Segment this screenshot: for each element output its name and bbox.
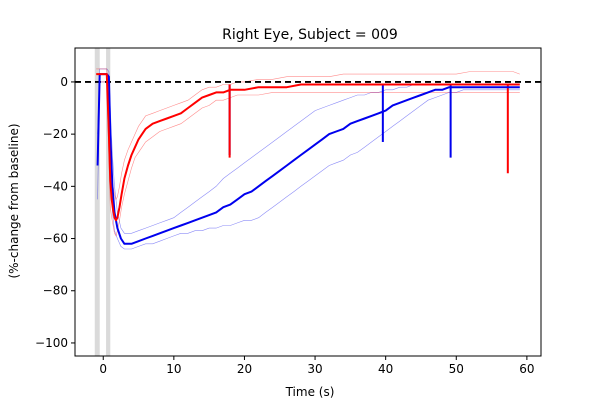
confidence-bands (96, 68, 520, 250)
x-tick-label: 60 (519, 362, 534, 376)
x-tick-label: 20 (237, 362, 252, 376)
shaded-region-0 (94, 48, 100, 356)
y-tick-label: −60 (43, 232, 68, 246)
shaded-region-1 (106, 48, 111, 356)
x-tick-label: 0 (99, 362, 107, 376)
series-0-lower-band (97, 81, 520, 250)
y-tick-label: −20 (43, 127, 68, 141)
x-tick-label: 50 (449, 362, 464, 376)
x-tick-label: 40 (378, 362, 393, 376)
mean-lines (96, 73, 520, 245)
x-tick-label: 10 (166, 362, 181, 376)
series-1-lower-band (96, 81, 520, 237)
series-1-mean-line (96, 73, 520, 222)
x-tick-label: 30 (307, 362, 322, 376)
y-axis-label: (%-change from baseline) (7, 123, 21, 278)
artifact-spikes (228, 84, 509, 174)
x-axis-ticks: 0 10 20 30 40 50 60 (99, 356, 535, 376)
series-0-mean-line (96, 73, 520, 245)
event-shading (94, 48, 111, 356)
x-axis-label: Time (s) (285, 385, 335, 399)
y-tick-label: −40 (43, 179, 68, 193)
y-tick-label: −80 (43, 284, 68, 298)
series-1-upper-band (96, 68, 520, 201)
y-tick-label: 0 (60, 75, 68, 89)
y-tick-label: −100 (35, 336, 68, 350)
plot-frame (74, 47, 542, 357)
y-axis-ticks: 0 −20 −40 −60 −80 −100 (35, 75, 75, 350)
chart-title: Right Eye, Subject = 009 (222, 27, 398, 43)
